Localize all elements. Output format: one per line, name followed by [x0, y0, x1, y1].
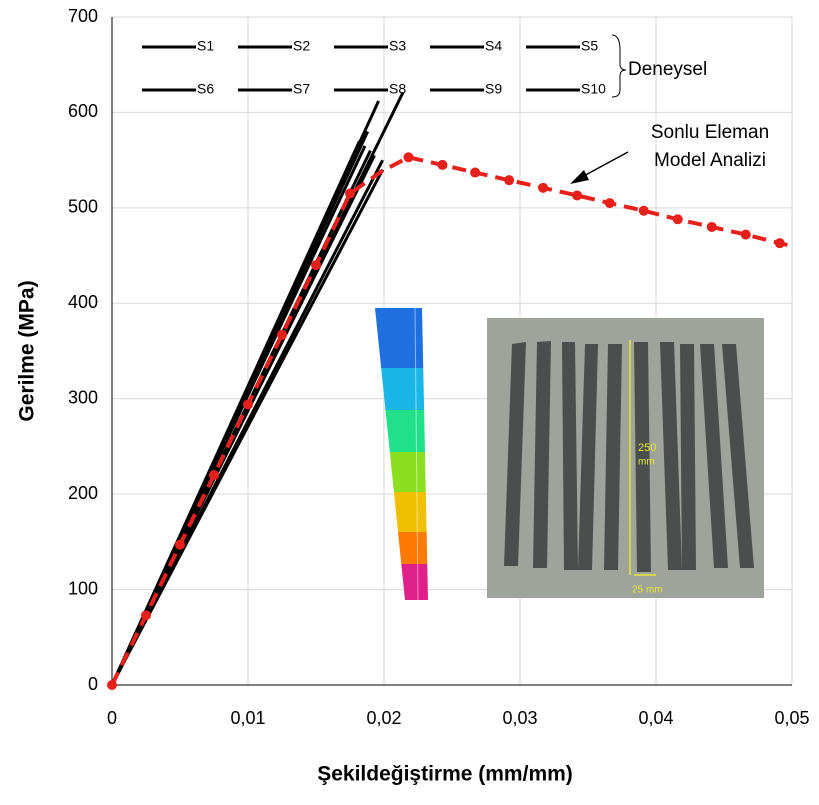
- legend-group-label: Deneysel: [628, 59, 707, 80]
- x-tick-label: 0,05: [774, 708, 809, 728]
- model-marker: [437, 159, 448, 170]
- inset-label: mm: [638, 457, 655, 468]
- legend-bracket: [611, 34, 627, 98]
- model-marker: [706, 221, 717, 232]
- annotation-arrow: [579, 151, 629, 179]
- model-marker: [538, 182, 549, 193]
- model-marker: [403, 152, 414, 163]
- legend-label: S7: [293, 81, 310, 97]
- annotation: Sonlu Eleman: [651, 122, 769, 143]
- model-marker: [572, 190, 583, 201]
- model-marker: [504, 175, 515, 186]
- y-tick-label: 500: [68, 197, 98, 217]
- legend-label: S9: [485, 81, 502, 97]
- legend-label: S8: [389, 81, 406, 97]
- y-tick-label: 400: [68, 292, 98, 312]
- x-tick-label: 0,03: [502, 708, 537, 728]
- fem-inset: [375, 307, 428, 601]
- annotation: Model Analizi: [654, 150, 766, 171]
- x-axis-title: Şekildeğiştirme (mm/mm): [317, 763, 573, 786]
- legend-label: S1: [197, 38, 214, 54]
- model-marker: [243, 399, 253, 410]
- y-tick-label: 300: [68, 387, 98, 407]
- model-marker: [774, 238, 785, 249]
- x-tick-label: 0,02: [366, 708, 401, 728]
- model-marker: [141, 610, 151, 621]
- legend-label: S2: [293, 38, 310, 54]
- model-marker: [311, 260, 321, 271]
- x-tick-label: 0: [107, 708, 117, 728]
- series-line: [110, 168, 384, 686]
- annotation-arrowhead: [570, 170, 589, 184]
- model-marker: [604, 198, 615, 209]
- model-marker: [638, 205, 649, 216]
- x-tick-label: 0,04: [638, 708, 673, 728]
- legend-label: S6: [197, 81, 214, 97]
- legend-label: S4: [485, 38, 502, 54]
- legend-label: S5: [581, 38, 598, 54]
- inset-label: 250: [638, 442, 656, 454]
- model-marker: [740, 229, 751, 240]
- y-tick-label: 100: [68, 578, 98, 598]
- photo-inset: [487, 318, 764, 598]
- model-marker: [107, 680, 117, 690]
- model-marker: [470, 167, 481, 178]
- legend-label: S10: [581, 81, 606, 97]
- y-axis-title: Gerilme (MPa): [16, 280, 39, 421]
- model-marker: [345, 188, 355, 199]
- y-tick-label: 0: [88, 674, 98, 694]
- model-marker: [672, 214, 683, 225]
- model-marker: [209, 470, 219, 481]
- legend-label: S3: [389, 38, 406, 54]
- y-tick-label: 700: [68, 6, 98, 26]
- y-tick-label: 200: [68, 483, 98, 503]
- y-tick-label: 600: [68, 101, 98, 121]
- inset-label: 25 mm: [632, 585, 663, 596]
- model-marker: [175, 539, 185, 550]
- model-line: [110, 155, 793, 686]
- x-tick-label: 0,01: [230, 708, 265, 728]
- model-marker: [277, 329, 287, 340]
